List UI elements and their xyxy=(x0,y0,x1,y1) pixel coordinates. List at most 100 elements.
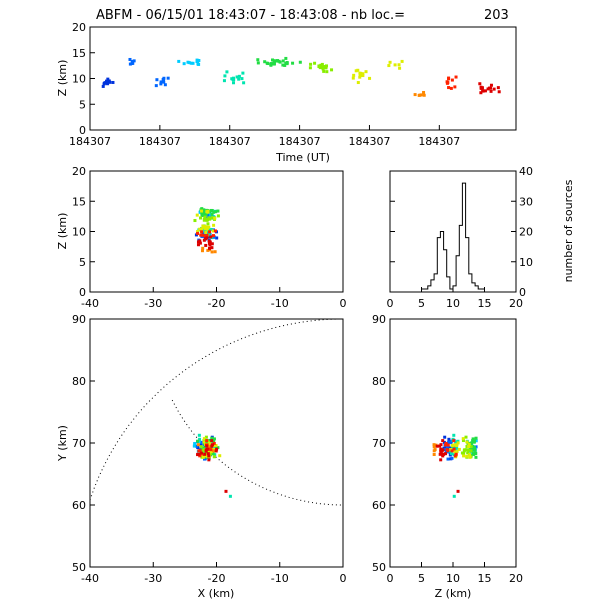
source-point xyxy=(216,209,220,213)
y-tick-label: 0 xyxy=(79,124,86,137)
zy-panel: 0 5 10 15 20 50 60 70 80 90 Z (km) xyxy=(372,313,523,600)
source-point xyxy=(263,60,267,64)
source-point xyxy=(132,59,136,63)
y-tick-label: 80 xyxy=(72,375,86,388)
source-point xyxy=(202,446,206,450)
source-point xyxy=(272,62,276,66)
source-point xyxy=(196,443,200,447)
source-point xyxy=(200,209,204,213)
source-point xyxy=(444,443,448,447)
source-point xyxy=(206,210,210,214)
source-point xyxy=(193,219,197,223)
source-point xyxy=(207,450,211,454)
source-point xyxy=(216,446,220,450)
source-point xyxy=(448,449,452,453)
source-point xyxy=(469,445,473,449)
source-point xyxy=(206,217,210,221)
source-point xyxy=(422,93,426,97)
source-point xyxy=(201,233,205,237)
source-point xyxy=(468,455,472,459)
y-tick-label: 20 xyxy=(72,21,86,34)
source-point xyxy=(207,225,211,229)
source-point xyxy=(309,62,313,66)
source-point xyxy=(269,62,273,66)
source-point xyxy=(460,451,464,455)
source-point xyxy=(453,85,457,89)
source-point xyxy=(209,227,213,231)
source-point xyxy=(199,445,203,449)
source-point xyxy=(446,81,450,85)
figure-title: ABFM - 06/15/01 18:43:07 - 18:43:08 - nb… xyxy=(96,8,405,23)
source-point xyxy=(465,440,469,444)
x-tick-label: 15 xyxy=(478,572,492,585)
y-tick-label: 20 xyxy=(72,165,86,178)
x-tick-label: 0 xyxy=(387,572,394,585)
time-height-frame xyxy=(89,26,517,131)
source-point xyxy=(474,439,478,443)
source-point xyxy=(439,447,443,451)
source-point xyxy=(358,75,362,79)
source-point xyxy=(241,71,245,75)
source-point xyxy=(205,439,209,443)
source-point xyxy=(212,223,216,227)
xy-ylabel: Y (km) xyxy=(56,425,69,462)
source-point xyxy=(200,227,204,231)
source-point xyxy=(462,454,466,458)
source-point xyxy=(196,453,200,457)
source-point xyxy=(450,449,454,453)
source-point xyxy=(237,77,241,81)
source-point xyxy=(453,450,457,454)
source-point xyxy=(200,213,204,217)
source-point xyxy=(291,61,295,65)
source-point xyxy=(448,446,452,450)
source-point xyxy=(106,80,110,84)
source-point xyxy=(111,80,115,84)
source-point xyxy=(472,445,476,449)
x-tick-label: -10 xyxy=(271,572,289,585)
source-point xyxy=(368,76,372,80)
source-point xyxy=(479,86,483,90)
source-point xyxy=(298,60,302,64)
xy-panel: -40 -30 -20 -10 0 50 60 70 80 90 Y (km) X (km) xyxy=(56,313,347,600)
source-point xyxy=(210,250,214,254)
source-point xyxy=(464,448,468,452)
source-point xyxy=(212,234,216,238)
source-point xyxy=(454,440,458,444)
source-point xyxy=(194,444,198,448)
source-point xyxy=(197,439,201,443)
source-point xyxy=(462,449,466,453)
source-point xyxy=(225,70,229,74)
source-point xyxy=(204,231,208,235)
y-tick-label: 50 xyxy=(72,561,86,574)
y-tick-label: 60 xyxy=(372,499,386,512)
source-point xyxy=(455,444,459,448)
x-tick-label: 5 xyxy=(418,297,425,310)
source-point xyxy=(210,450,214,454)
source-point xyxy=(308,66,312,70)
source-point xyxy=(320,66,324,70)
source-point xyxy=(496,86,500,90)
source-point xyxy=(218,454,222,458)
source-point xyxy=(283,63,287,67)
source-point xyxy=(213,453,217,457)
source-point xyxy=(213,250,217,254)
source-point xyxy=(447,440,451,444)
source-point xyxy=(447,76,451,80)
source-point xyxy=(354,69,358,73)
source-point xyxy=(272,60,276,64)
source-point xyxy=(204,440,208,444)
source-point xyxy=(214,443,218,447)
y-tick-label: 70 xyxy=(372,437,386,450)
source-point xyxy=(196,240,200,244)
source-point xyxy=(196,439,200,443)
source-point xyxy=(452,447,456,451)
xy-xlabel: X (km) xyxy=(198,587,235,600)
source-point xyxy=(203,234,207,238)
source-point xyxy=(356,68,360,72)
source-point xyxy=(195,213,199,217)
source-point xyxy=(200,230,204,234)
histogram-steps xyxy=(421,182,485,292)
source-point xyxy=(452,443,456,447)
source-point xyxy=(388,60,392,64)
